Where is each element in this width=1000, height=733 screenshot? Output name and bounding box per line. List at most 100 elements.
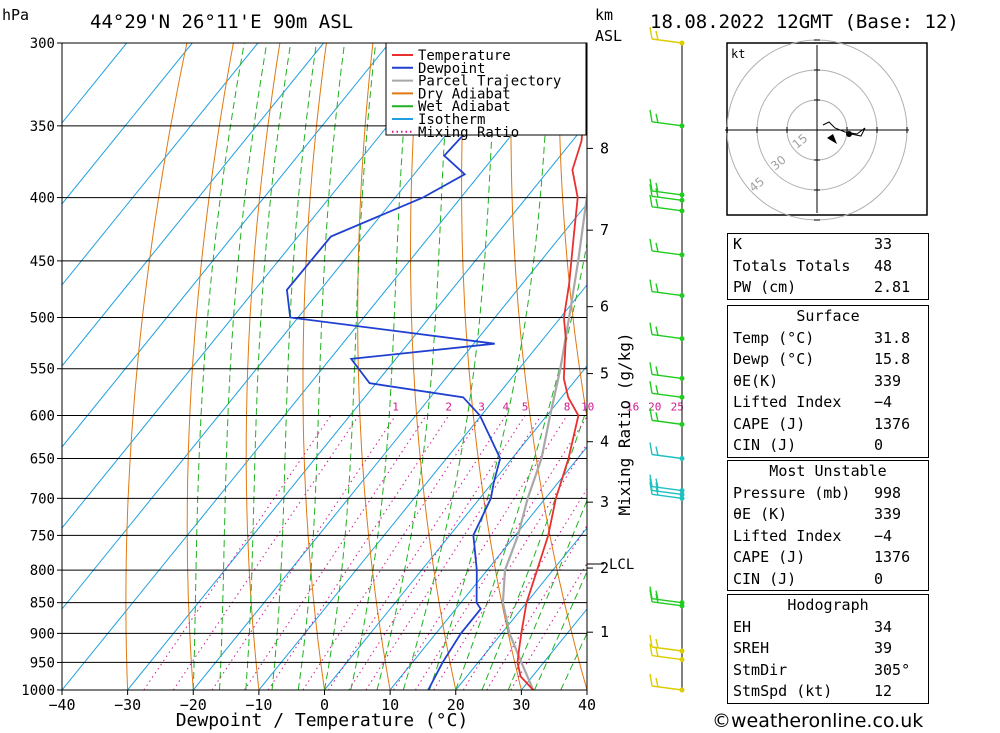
index-row: PW (cm) 2.81	[728, 277, 928, 299]
lcl-label: LCL	[609, 557, 634, 573]
isotherm-line	[192, 203, 587, 690]
x-axis-label: Dewpoint / Temperature (°C)	[176, 710, 469, 731]
pressure-tick-label: 1000	[21, 683, 55, 699]
dry-adiabat-line	[928, 25, 1000, 690]
mixing-ratio-labels: 1 2 3 4 5 8 10 16 20 25	[392, 401, 684, 414]
section-title: Surface	[796, 307, 860, 325]
temperature-tick-label: 0	[320, 696, 329, 714]
wind-barb-flag	[649, 184, 653, 197]
index-row: Pressure (mb) 998	[728, 483, 928, 505]
dry-adiabat-line	[125, 43, 188, 690]
wind-level-dot	[679, 687, 685, 693]
wet-adiabat-line	[350, 43, 412, 690]
index-row: Lifted Index −4	[728, 526, 928, 548]
pressure-tick-label: 600	[30, 408, 55, 424]
wind-barb	[651, 38, 683, 44]
wind-barb-flag	[649, 643, 653, 656]
height-tick-label: 3	[600, 493, 609, 511]
index-label: StmDir	[733, 660, 788, 679]
temperature-tick-label: −30	[114, 696, 141, 714]
height-tick-label: 7	[600, 221, 609, 239]
wind-barb-flag	[655, 242, 659, 253]
section-title: Most Unstable	[769, 462, 887, 480]
index-value: 15.8	[874, 350, 911, 368]
wet-adiabat-line	[455, 240, 587, 690]
height-tick-label: 8	[600, 139, 609, 157]
pressure-unit-label: hPa	[2, 6, 29, 24]
wind-level-dot	[679, 336, 685, 342]
wind-barb-flag	[655, 385, 659, 395]
legend-label: Isotherm	[418, 112, 485, 128]
isotherm-line	[62, 43, 128, 124]
dry-adiabat-line	[974, 25, 1000, 690]
wet-adiabat-line	[219, 43, 268, 690]
wind-barb-flag	[649, 408, 653, 421]
wet-adiabat-line	[297, 43, 346, 690]
surface-box: Surface Temp (°C) 31.8 Dewp (°C) 15.8 θE(K) 33…	[727, 305, 929, 458]
wind-barb-flag	[649, 673, 653, 687]
dry-adiabat-line	[302, 43, 327, 690]
mixing-ratio-line	[143, 415, 332, 690]
pressure-tick-label: 650	[30, 452, 55, 468]
wind-barb-flag	[649, 26, 653, 40]
temperature-tick-label: −10	[245, 696, 272, 714]
wind-barb-flag	[655, 198, 659, 209]
height-tick-label: 1	[600, 623, 609, 641]
temperature-tick-label: 40	[578, 696, 596, 714]
index-label: Pressure (mb)	[733, 483, 851, 502]
temperature-tick-label: 30	[512, 696, 530, 714]
hodograph-indices-box: Hodograph EH 34 SREH 39 StmDir 305° StmSpd (kt)…	[727, 594, 929, 704]
index-value: 0	[874, 436, 884, 454]
index-value: 1376	[874, 548, 911, 566]
wind-barb	[651, 373, 683, 380]
temperature-tick-label: 10	[381, 696, 399, 714]
wind-barb-flag	[655, 326, 659, 336]
index-value: 1376	[874, 414, 911, 433]
isotherm-line	[62, 43, 193, 205]
mixing-ratio-label: 3	[478, 401, 485, 414]
pressure-tick-label: 350	[30, 119, 55, 135]
mixing-ratio-label: 20	[648, 401, 661, 414]
wet-adiabat-line	[402, 43, 498, 690]
index-value: 31.8	[874, 328, 911, 347]
wind-barb	[651, 206, 683, 212]
wind-barb	[651, 646, 683, 652]
index-value: 2.81	[874, 278, 911, 296]
wind-barb	[651, 290, 683, 297]
dry-adiabat-line	[357, 43, 391, 690]
index-label: Temp (°C)	[733, 328, 815, 347]
index-value: −4	[874, 393, 893, 411]
temperature-line	[516, 71, 587, 690]
hodograph-point	[846, 131, 852, 137]
legend-label: Temperature	[418, 48, 511, 64]
index-row: CIN (J) 0	[728, 569, 928, 591]
section-title: Hodograph	[787, 596, 869, 614]
index-value: 339	[874, 371, 902, 390]
wind-barb-flag	[655, 638, 659, 649]
isotherm-line	[62, 43, 324, 367]
wind-barb	[651, 453, 683, 460]
index-row: StmDir 305°	[728, 660, 928, 682]
wet-adiabat-line	[245, 43, 292, 690]
index-label: Lifted Index	[733, 526, 842, 545]
index-value: 0	[874, 569, 884, 588]
wind-level-dot	[679, 293, 685, 299]
wind-level-dot	[679, 197, 685, 203]
index-row: K 33	[728, 234, 928, 256]
mixing-ratio-label: 16	[626, 401, 639, 414]
wind-barb-flag	[649, 194, 653, 207]
index-label: CIN (J)	[733, 436, 797, 454]
isotherm-line	[127, 122, 587, 690]
pressure-tick-label: 900	[30, 626, 55, 642]
wind-barb	[651, 333, 683, 340]
dry-adiabat-line	[245, 43, 281, 690]
wind-level-dot	[679, 648, 685, 654]
wind-level-dot	[679, 192, 685, 198]
wind-barb	[651, 121, 683, 127]
mixing-ratio-line	[328, 415, 507, 690]
index-label: CAPE (J)	[733, 414, 806, 433]
location-title: 44°29'N 26°11'E 90m ASL	[90, 11, 353, 33]
wind-barb	[651, 654, 683, 661]
wind-level-dot	[679, 394, 685, 400]
legend-label: Mixing Ratio	[418, 125, 519, 141]
